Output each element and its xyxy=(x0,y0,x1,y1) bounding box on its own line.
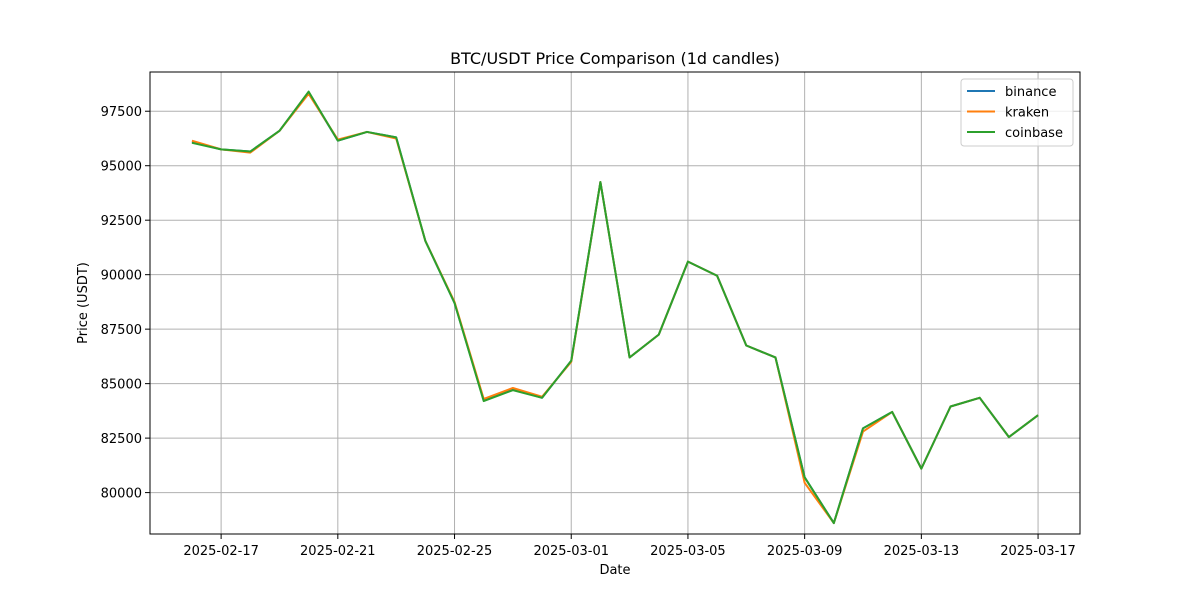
legend-label-binance: binance xyxy=(1005,85,1056,100)
y-tick-label: 92500 xyxy=(101,214,142,229)
x-tick-label: 2025-03-05 xyxy=(650,544,726,559)
plot-area-frame xyxy=(149,71,1081,535)
y-tick-label: 87500 xyxy=(101,323,142,338)
y-tick-label: 85000 xyxy=(101,378,142,393)
y-axis-ticks: 80000 82500 85000 87500 90000 92500 95000 97500 xyxy=(101,105,150,502)
y-axis-label: Price (USDT) xyxy=(76,262,91,344)
y-tick-label: 95000 xyxy=(101,160,142,175)
legend-label-coinbase: coinbase xyxy=(1005,126,1063,141)
x-tick-label: 2025-02-17 xyxy=(183,544,259,559)
x-tick-label: 2025-03-13 xyxy=(884,544,960,559)
x-tick-label: 2025-02-25 xyxy=(417,544,493,559)
legend-label-kraken: kraken xyxy=(1005,106,1049,121)
x-axis-ticks: 2025-02-17 2025-02-21 2025-02-25 2025-03-01… xyxy=(183,534,1076,559)
series-lines xyxy=(191,90,1039,525)
legend-box xyxy=(960,78,1074,147)
legend: binance kraken coinbase xyxy=(960,78,1074,147)
chart-title: BTC/USDT Price Comparison (1d candles) xyxy=(450,49,780,68)
series-line-coinbase xyxy=(191,90,1039,525)
grid xyxy=(150,72,1080,534)
y-tick-label: 82500 xyxy=(101,432,142,447)
y-tick-label: 97500 xyxy=(101,105,142,120)
x-tick-label: 2025-02-21 xyxy=(300,544,376,559)
x-tick-label: 2025-03-01 xyxy=(533,544,609,559)
x-axis-label: Date xyxy=(599,563,630,578)
y-tick-label: 90000 xyxy=(101,269,142,284)
x-tick-label: 2025-03-09 xyxy=(767,544,843,559)
y-tick-label: 80000 xyxy=(101,487,142,502)
x-tick-label: 2025-03-17 xyxy=(1000,544,1076,559)
